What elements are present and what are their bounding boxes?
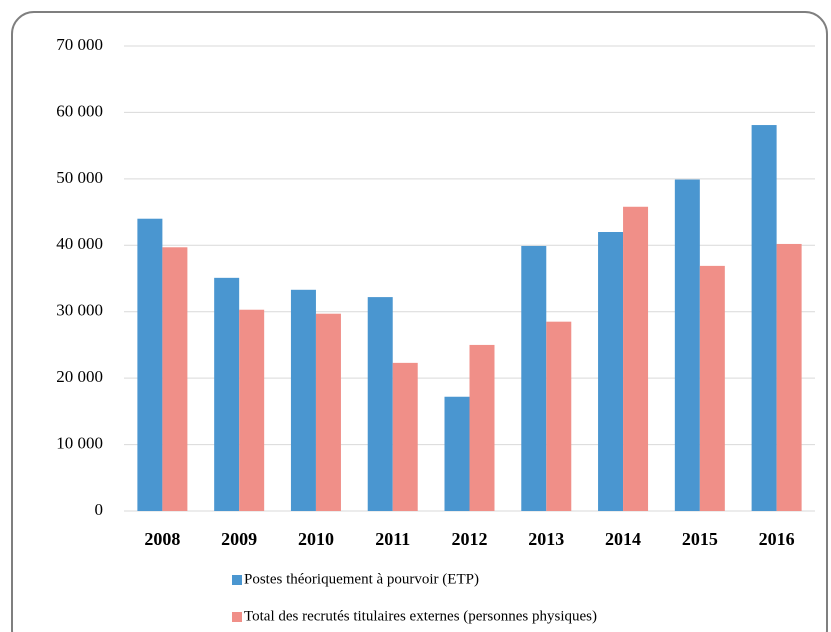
bar — [699, 265, 725, 511]
bar — [598, 232, 624, 511]
bar — [623, 206, 649, 511]
bar — [162, 247, 188, 511]
x-tick-label: 2010 — [298, 529, 334, 549]
bar — [776, 243, 802, 511]
y-tick-label: 20 000 — [56, 367, 103, 386]
bar — [444, 396, 470, 511]
x-tick-label: 2008 — [144, 529, 180, 549]
bar — [315, 313, 341, 511]
y-tick-label: 0 — [95, 500, 104, 519]
x-tick-label: 2016 — [759, 529, 795, 549]
x-tick-label: 2012 — [452, 529, 488, 549]
y-tick-label: 30 000 — [56, 301, 103, 320]
bar — [137, 218, 163, 511]
y-tick-label: 10 000 — [56, 433, 103, 452]
bar — [674, 179, 700, 511]
x-tick-label: 2015 — [682, 529, 718, 549]
bar — [521, 245, 547, 511]
bar — [290, 289, 316, 511]
legend-label: Postes théoriquement à pourvoir (ETP) — [244, 571, 479, 587]
bar — [751, 125, 777, 512]
x-tick-label: 2013 — [528, 529, 564, 549]
y-tick-label: 40 000 — [56, 234, 103, 253]
legend-swatch — [232, 612, 242, 622]
y-tick-label: 60 000 — [56, 101, 103, 120]
y-tick-label: 70 000 — [56, 35, 103, 54]
bar — [214, 277, 240, 511]
x-tick-label: 2009 — [221, 529, 257, 549]
bar — [392, 362, 418, 511]
x-tick-label: 2011 — [375, 529, 410, 549]
bar — [239, 309, 265, 511]
x-tick-label: 2014 — [605, 529, 641, 549]
bar — [367, 297, 393, 511]
bar — [469, 344, 495, 511]
y-tick-label: 50 000 — [56, 168, 103, 187]
bar — [546, 321, 572, 511]
legend-label: Total des recrutés titulaires externes (… — [244, 608, 597, 624]
legend-swatch — [232, 575, 242, 585]
